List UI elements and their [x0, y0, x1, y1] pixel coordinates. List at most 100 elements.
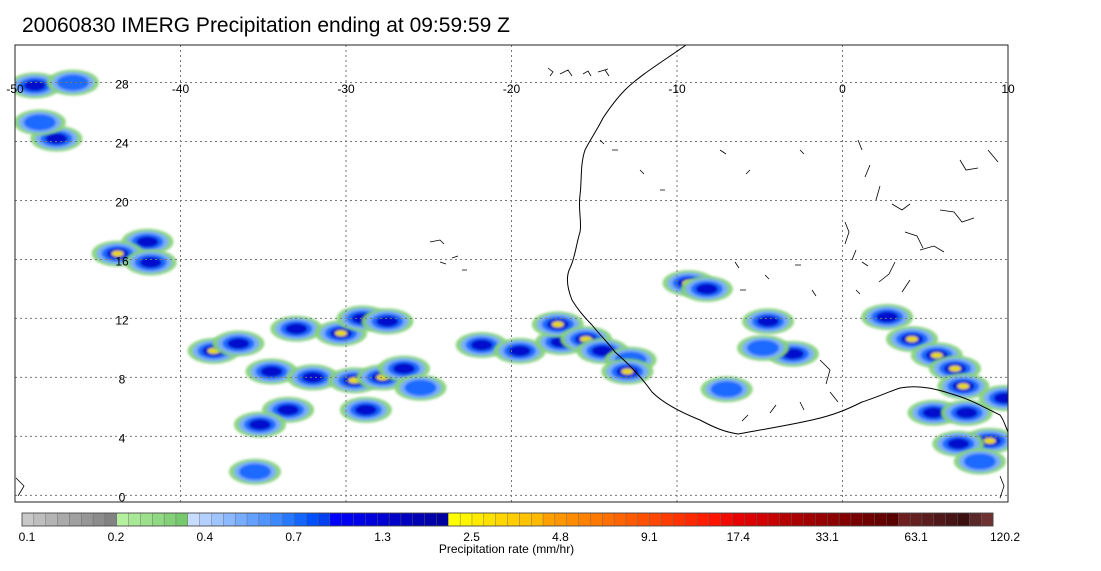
- colorbar-swatch: [377, 512, 390, 527]
- colorbar-swatch: [270, 512, 284, 527]
- rain-cell: [978, 385, 1008, 412]
- colorbar-swatch: [116, 512, 130, 527]
- colorbar-swatch: [104, 512, 118, 527]
- coast-detail-features: [15, 67, 1005, 499]
- rain-contour: [260, 366, 283, 378]
- rain-cell: [339, 396, 392, 423]
- rain-cell: [940, 399, 993, 426]
- rain-contour: [285, 323, 308, 335]
- rain-cell: [270, 315, 323, 342]
- rain-contour: [354, 404, 377, 416]
- colorbar-swatch: [566, 512, 580, 527]
- lat-tick-label: 28: [115, 78, 129, 92]
- rain-contour: [301, 371, 324, 383]
- colorbar-swatch: [294, 512, 307, 527]
- colorbar-swatch: [436, 512, 449, 527]
- colorbar-swatch: [152, 512, 165, 527]
- colorbar-tick: 17.4: [727, 530, 751, 544]
- rain-cell: [212, 330, 265, 357]
- rain-cell: [742, 308, 795, 335]
- colorbar-swatch: [412, 512, 426, 527]
- lat-tick-label: 0: [119, 490, 126, 504]
- colorbar-swatch: [258, 512, 272, 527]
- colorbar-swatch: [827, 512, 840, 527]
- colorbar-swatch: [625, 512, 639, 527]
- rain-contour: [922, 407, 945, 419]
- colorbar-swatch: [317, 512, 331, 527]
- colorbar-swatch: [234, 512, 248, 527]
- colorbar-tick: 0.1: [19, 530, 36, 544]
- colorbar-swatch: [530, 512, 544, 527]
- rain-contour: [111, 250, 124, 257]
- rain-contour: [227, 338, 250, 350]
- colorbar-swatch: [732, 512, 745, 527]
- colorbar-swatch: [199, 512, 212, 527]
- coastline-west-africa: [566, 45, 1008, 435]
- lon-tick-label: 10: [1001, 82, 1015, 96]
- colorbar-tick-labels: 0.1 0.2 0.4 0.7 1.3 2.5 4.8 9.1 17.4 33.1 63.1 120.…: [19, 530, 1021, 544]
- rain-cell: [46, 69, 99, 96]
- rain-contour: [955, 407, 978, 419]
- colorbar-swatch: [590, 512, 603, 527]
- colorbar-swatch: [507, 512, 520, 527]
- colorbar-swatch: [305, 512, 319, 527]
- rain-cell: [394, 374, 447, 401]
- colorbar-swatch: [720, 512, 733, 527]
- rain-cell: [286, 364, 339, 391]
- lat-tick-label: 20: [115, 195, 129, 209]
- rain-contour: [551, 321, 564, 328]
- rain-cell: [361, 308, 414, 335]
- rain-cell: [493, 337, 546, 364]
- rain-cell: [680, 275, 733, 302]
- colorbar-swatch: [744, 512, 757, 527]
- rain-contour: [508, 345, 531, 357]
- rain-contour: [949, 365, 962, 372]
- colorbar-swatch: [92, 512, 106, 527]
- colorbar-tick: 0.7: [285, 530, 302, 544]
- lon-tick-label: -30: [337, 82, 355, 96]
- lon-tick-label: -10: [668, 82, 686, 96]
- rain-cell: [953, 448, 1006, 475]
- rain-contour: [993, 392, 1008, 404]
- rain-contour: [983, 437, 996, 444]
- colorbar-tick: 9.1: [641, 530, 658, 544]
- colorbar-swatch: [649, 512, 662, 527]
- rain-contour: [23, 114, 56, 131]
- colorbar: [21, 512, 994, 527]
- rain-cell: [233, 411, 286, 438]
- rain-contour: [710, 381, 743, 398]
- colorbar-swatch: [187, 512, 201, 527]
- rain-contour: [930, 352, 943, 359]
- colorbar-swatch: [767, 512, 781, 527]
- rain-contour: [45, 133, 68, 145]
- rain-cell: [228, 458, 281, 485]
- colorbar-swatch: [353, 512, 366, 527]
- rain-cell: [245, 358, 298, 385]
- colorbar-swatch: [602, 512, 615, 527]
- colorbar-swatch: [388, 512, 402, 527]
- colorbar-swatch: [329, 512, 343, 527]
- colorbar-swatch: [246, 512, 260, 527]
- colorbar-swatch: [424, 512, 437, 527]
- latitude-labels: 28 24 20 16 12 8 4 0: [115, 78, 129, 505]
- colorbar-swatch: [933, 512, 947, 527]
- colorbar-swatch: [613, 512, 627, 527]
- colorbar-swatch: [282, 512, 295, 527]
- colorbar-tick: 1.3: [374, 530, 391, 544]
- colorbar-swatch: [850, 512, 864, 527]
- lon-tick-label: -20: [503, 82, 521, 96]
- colorbar-swatch: [980, 512, 994, 527]
- colorbar-swatch: [33, 512, 47, 527]
- colorbar-swatch: [957, 512, 970, 527]
- colorbar-swatch: [140, 512, 153, 527]
- map-frame: [14, 44, 1009, 503]
- longitude-labels: -50 -40 -30 -20 -10 0 10: [6, 82, 1015, 96]
- colorbar-swatch: [969, 512, 982, 527]
- lon-tick-label: 0: [839, 82, 846, 96]
- colorbar-swatch: [163, 512, 177, 527]
- colorbar-swatch: [211, 512, 224, 527]
- colorbar-swatch: [69, 512, 82, 527]
- colorbar-outline: [21, 512, 994, 527]
- rain-contour: [947, 438, 970, 450]
